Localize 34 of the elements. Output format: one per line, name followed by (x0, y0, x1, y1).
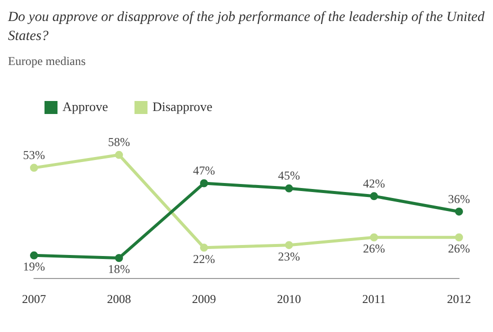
x-tick-label: 2009 (192, 292, 216, 306)
point (285, 241, 293, 250)
x-tick-label: 2007 (22, 292, 46, 306)
chart-subtitle: Europe medians (8, 54, 87, 69)
point (285, 184, 293, 192)
data-label: 26% (448, 242, 470, 256)
data-label: 19% (23, 260, 45, 274)
x-tick-label: 2011 (362, 292, 386, 306)
point (200, 179, 208, 188)
data-label: 47% (193, 163, 215, 178)
point (200, 244, 208, 252)
data-label: 45% (278, 168, 300, 183)
data-label: 18% (108, 262, 130, 276)
data-label: 22% (193, 252, 215, 266)
legend-label: Disapprove (152, 98, 213, 114)
data-label: 23% (278, 249, 300, 264)
point (370, 233, 378, 242)
legend-label: Approve (62, 98, 108, 114)
x-tick-label: 2010 (277, 292, 301, 306)
point (455, 208, 463, 216)
point (30, 164, 38, 172)
x-tick-label: 2012 (447, 292, 471, 306)
point (370, 192, 378, 200)
point (115, 150, 123, 159)
point (115, 254, 123, 262)
data-label: 26% (363, 242, 385, 256)
point (30, 251, 38, 260)
chart-title: Do you approve or disapprove of the job performance of the leadership of the United States? (8, 9, 485, 46)
point (455, 233, 463, 242)
data-label: 53% (23, 148, 45, 162)
data-label: 58% (108, 135, 130, 150)
x-tick-label: 2008 (107, 292, 131, 306)
data-label: 36% (448, 192, 470, 206)
data-label: 42% (363, 176, 385, 190)
